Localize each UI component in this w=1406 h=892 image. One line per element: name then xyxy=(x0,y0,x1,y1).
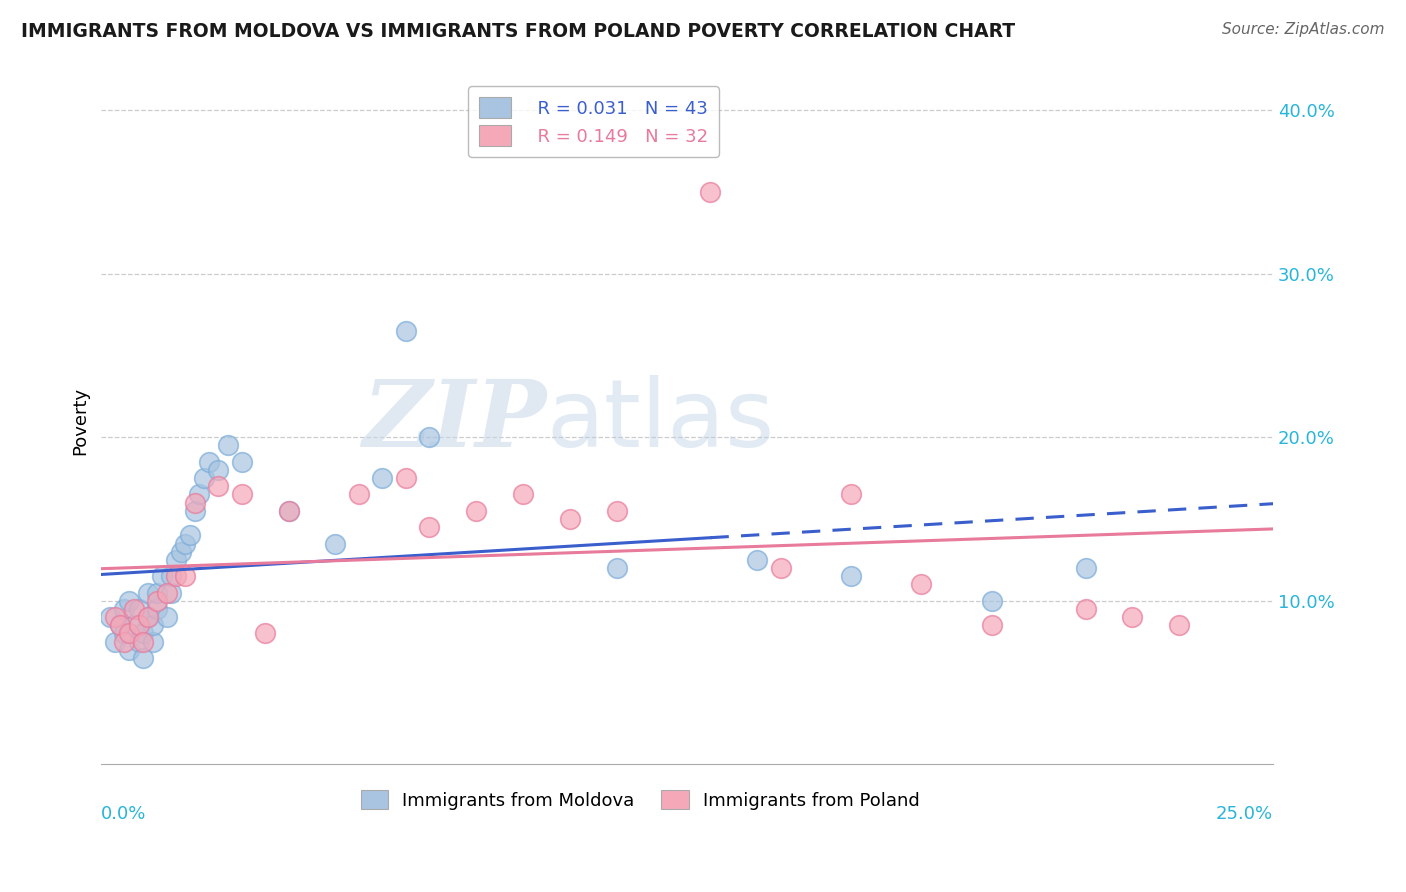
Point xyxy=(114,602,136,616)
Point xyxy=(207,479,229,493)
Point xyxy=(371,471,394,485)
Point xyxy=(217,438,239,452)
Point xyxy=(606,504,628,518)
Point xyxy=(395,471,418,485)
Point xyxy=(277,504,299,518)
Point xyxy=(231,487,253,501)
Point xyxy=(128,618,150,632)
Point xyxy=(184,504,207,518)
Point xyxy=(165,569,187,583)
Text: 25.0%: 25.0% xyxy=(1216,805,1272,823)
Point xyxy=(146,602,169,616)
Point xyxy=(136,610,159,624)
Point xyxy=(174,569,197,583)
Point xyxy=(146,593,169,607)
Point xyxy=(558,512,581,526)
Point xyxy=(231,455,253,469)
Point xyxy=(254,626,277,640)
Point xyxy=(1074,561,1097,575)
Point xyxy=(606,561,628,575)
Point xyxy=(114,634,136,648)
Point xyxy=(980,593,1002,607)
Point xyxy=(136,610,159,624)
Point xyxy=(132,634,155,648)
Point xyxy=(104,634,127,648)
Point xyxy=(699,185,721,199)
Point xyxy=(104,610,127,624)
Point xyxy=(839,569,862,583)
Point xyxy=(188,487,211,501)
Text: atlas: atlas xyxy=(547,375,775,467)
Point xyxy=(156,610,179,624)
Text: ZIP: ZIP xyxy=(363,376,547,466)
Point xyxy=(118,642,141,657)
Text: IMMIGRANTS FROM MOLDOVA VS IMMIGRANTS FROM POLAND POVERTY CORRELATION CHART: IMMIGRANTS FROM MOLDOVA VS IMMIGRANTS FR… xyxy=(21,22,1015,41)
Point xyxy=(198,455,221,469)
Point xyxy=(132,626,155,640)
Point xyxy=(170,544,193,558)
Point xyxy=(108,618,131,632)
Point xyxy=(184,495,207,509)
Point xyxy=(418,520,440,534)
Legend: Immigrants from Moldova, Immigrants from Poland: Immigrants from Moldova, Immigrants from… xyxy=(353,783,927,817)
Point xyxy=(132,651,155,665)
Text: Source: ZipAtlas.com: Source: ZipAtlas.com xyxy=(1222,22,1385,37)
Point xyxy=(142,634,165,648)
Point xyxy=(165,553,187,567)
Point xyxy=(160,569,183,583)
Point xyxy=(156,585,179,599)
Point xyxy=(142,618,165,632)
Point xyxy=(980,618,1002,632)
Point xyxy=(128,634,150,648)
Point xyxy=(122,618,145,632)
Point xyxy=(114,626,136,640)
Point xyxy=(1121,610,1143,624)
Point xyxy=(118,593,141,607)
Point xyxy=(150,569,173,583)
Point xyxy=(118,626,141,640)
Point xyxy=(108,618,131,632)
Point xyxy=(395,324,418,338)
Point xyxy=(128,602,150,616)
Point xyxy=(146,585,169,599)
Point xyxy=(122,602,145,616)
Point xyxy=(347,487,370,501)
Point xyxy=(179,528,201,542)
Y-axis label: Poverty: Poverty xyxy=(72,387,89,455)
Point xyxy=(277,504,299,518)
Point xyxy=(136,585,159,599)
Point xyxy=(325,536,347,550)
Point xyxy=(174,536,197,550)
Point xyxy=(193,471,215,485)
Point xyxy=(465,504,488,518)
Point xyxy=(910,577,932,591)
Point xyxy=(839,487,862,501)
Point xyxy=(207,463,229,477)
Point xyxy=(1168,618,1191,632)
Point xyxy=(1074,602,1097,616)
Point xyxy=(160,585,183,599)
Point xyxy=(747,553,769,567)
Point xyxy=(769,561,792,575)
Point xyxy=(418,430,440,444)
Point xyxy=(100,610,122,624)
Point xyxy=(512,487,534,501)
Text: 0.0%: 0.0% xyxy=(101,805,146,823)
